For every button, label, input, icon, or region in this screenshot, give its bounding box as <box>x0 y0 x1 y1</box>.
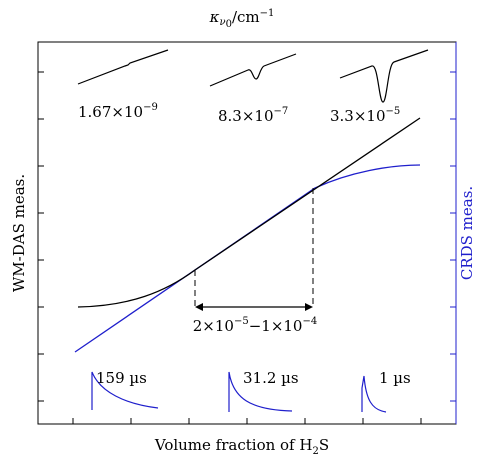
range-label: 2×10−5−1×10−4 <box>193 316 317 335</box>
absorption-label-2: 8.3×10−7 <box>218 106 288 125</box>
wmdas-curve <box>77 117 421 308</box>
absorption-label-1: 1.67×10−9 <box>78 102 158 121</box>
ringdown-label-3: 1 µs <box>379 369 411 387</box>
range-exp1: −5 <box>234 316 249 327</box>
bottom-label: Volume fraction of H2S <box>154 436 329 457</box>
plot-frame <box>37 41 457 425</box>
range-base1: 2×10 <box>193 317 234 335</box>
ringdown-1 <box>91 371 159 410</box>
abs-base: 3.3×10 <box>330 107 386 125</box>
bottom-text: Volume fraction of H <box>154 436 313 454</box>
ringdown-3 <box>361 375 387 413</box>
nu-sub: 0 <box>226 19 232 30</box>
kappa: κ <box>209 8 220 26</box>
bottom-sub: 2 <box>312 446 318 457</box>
unit: /cm <box>232 8 260 26</box>
bottom-tail: S <box>319 436 329 454</box>
abs-base: 8.3×10 <box>218 107 274 125</box>
top-label: κν0/cm−1 <box>209 8 275 30</box>
ringdown-label-2: 31.2 µs <box>243 369 299 387</box>
nu: ν <box>219 17 225 28</box>
abs-base: 1.67×10 <box>78 103 143 121</box>
inset-absorption-3 <box>339 49 429 103</box>
range-dashes <box>194 188 314 307</box>
ringdown-2 <box>228 371 293 412</box>
right-label: CRDS meas. <box>458 186 476 280</box>
range-exp2: −4 <box>302 316 317 327</box>
left-ticks <box>38 71 44 402</box>
abs-exp: −9 <box>143 102 158 113</box>
bottom-ticks <box>72 418 422 424</box>
inset-absorption-1 <box>77 49 169 85</box>
abs-exp: −7 <box>274 106 289 117</box>
left-label: WM-DAS meas. <box>10 174 28 292</box>
ringdown-label-1: 159 µs <box>96 369 147 387</box>
range-mid: −1×10 <box>249 317 303 335</box>
abs-exp: −5 <box>386 106 401 117</box>
inset-absorption-2 <box>209 53 297 87</box>
absorption-label-3: 3.3×10−5 <box>330 106 400 125</box>
unit-exp: −1 <box>260 8 275 19</box>
right-ticks <box>450 71 456 402</box>
